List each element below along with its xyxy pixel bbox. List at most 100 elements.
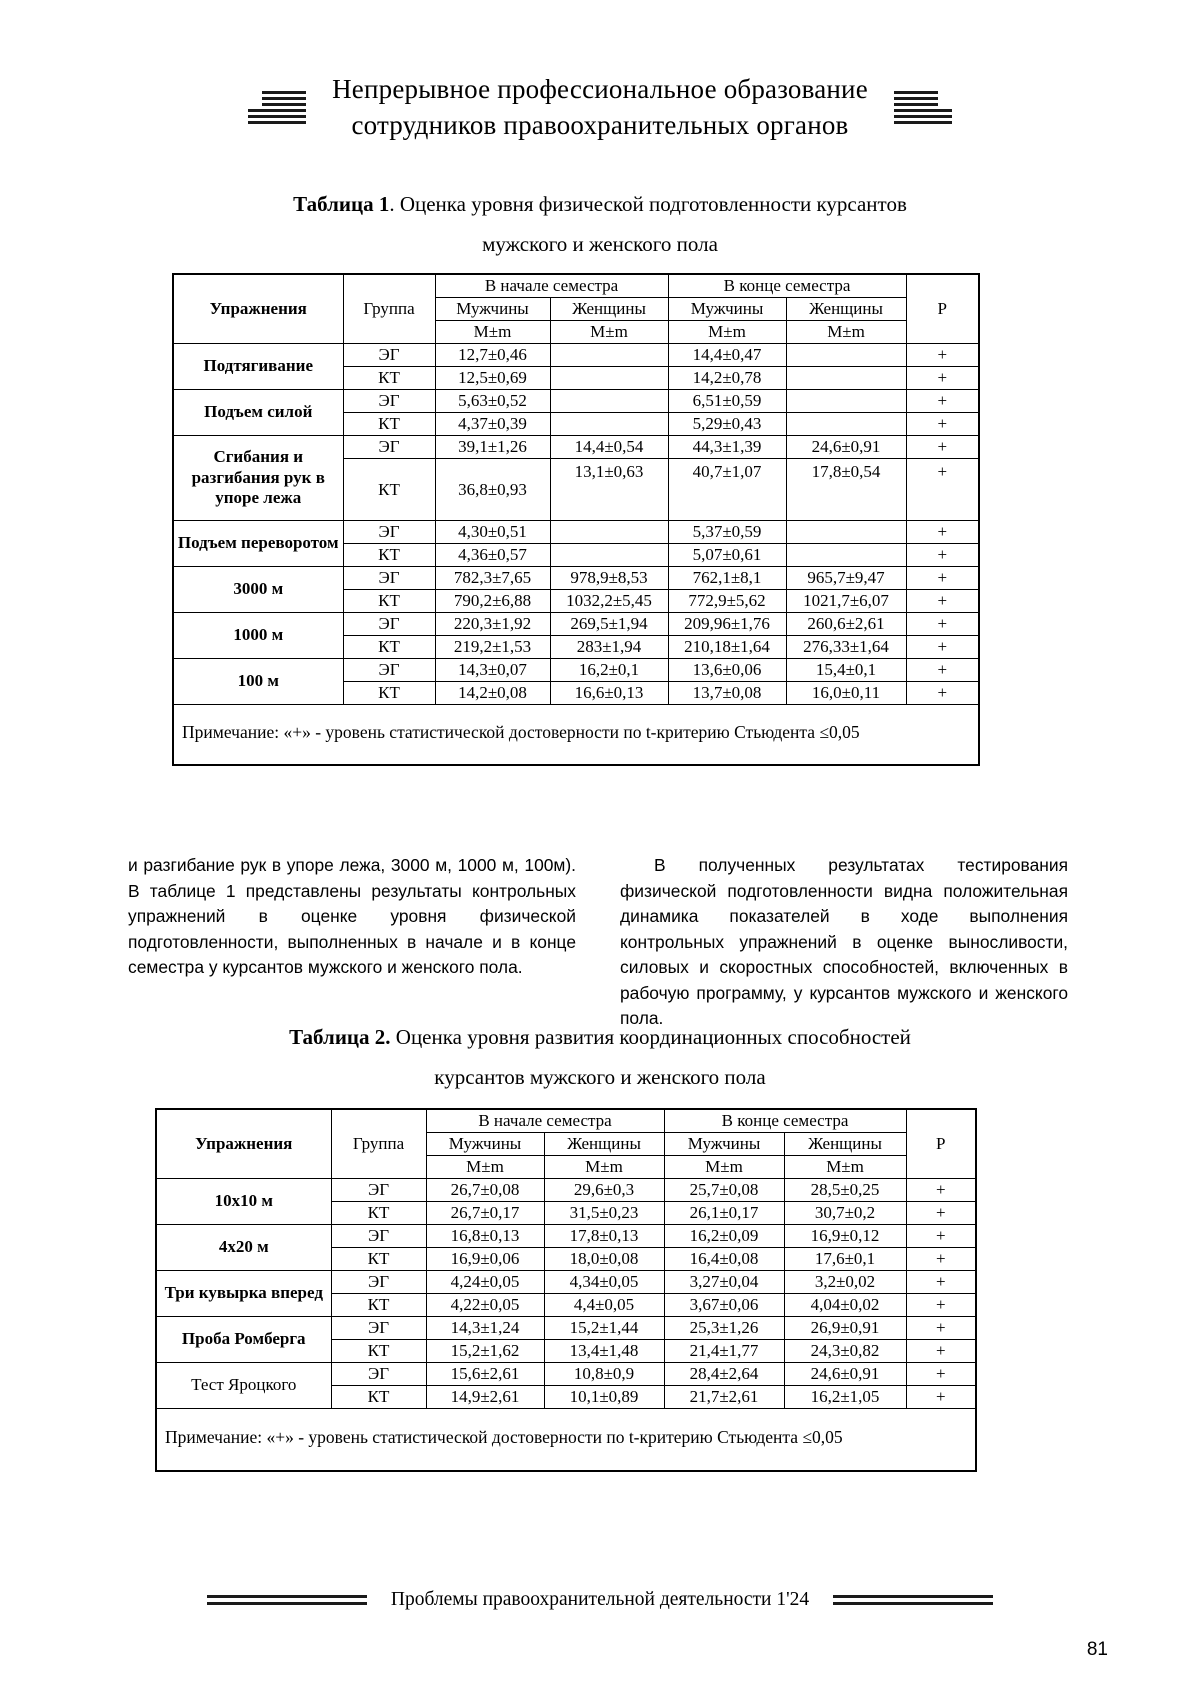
table1-start-women-1 — [549, 366, 669, 390]
body-column-left: и разгибание рук в упоре лежа, 3000 м, 1… — [128, 853, 576, 1032]
body-columns: и разгибание рук в упоре лежа, 3000 м, 1… — [128, 853, 1072, 1032]
table2-p-8: + — [905, 1362, 977, 1386]
table2-start-men-1: 26,7±0,17 — [425, 1201, 545, 1225]
table1-end-women-4: 24,6±0,91 — [785, 435, 907, 459]
table2-end-women-5: 4,04±0,02 — [783, 1293, 907, 1317]
table1-start-men-3: 4,37±0,39 — [434, 412, 551, 436]
table1-end-men-9: 772,9±5,62 — [667, 589, 787, 613]
table1-p-2: + — [905, 389, 980, 413]
table2-start-men-8: 15,6±2,61 — [425, 1362, 545, 1386]
table1-end-men-8: 762,1±8,1 — [667, 566, 787, 590]
table2-start-women-8: 10,8±0,9 — [543, 1362, 665, 1386]
table1-p-10: + — [905, 612, 980, 636]
table2-end-men-8: 28,4±2,64 — [663, 1362, 785, 1386]
table1-start-women-10: 269,5±1,94 — [549, 612, 669, 636]
table2-th-end-men: Мужчины — [663, 1132, 785, 1156]
table-note-row: Примечание: «+» - уровень статистической… — [155, 1408, 977, 1472]
table2-end-men-7: 21,4±1,77 — [663, 1339, 785, 1363]
table1-end-women-3 — [785, 412, 907, 436]
table2-th-group: Группа — [330, 1108, 427, 1179]
table-row: КТ 14,9±2,61 10,1±0,89 21,7±2,61 16,2±1,… — [156, 1385, 977, 1409]
table2-th-p: P — [905, 1108, 977, 1179]
table1-caption: Таблица 1. Оценка уровня физической подг… — [0, 185, 1200, 225]
table2-start-women-1: 31,5±0,23 — [543, 1201, 665, 1225]
table1-header-row-1: Упражнения Группа В начале семестра В ко… — [172, 273, 980, 344]
table1-end-men-4: 44,3±1,39 — [667, 435, 787, 459]
table2-group-5: КТ — [330, 1293, 427, 1317]
table2-p-5: + — [905, 1293, 977, 1317]
table2-group-6: ЭГ — [330, 1316, 427, 1340]
table2-start-men-9: 14,9±2,61 — [425, 1385, 545, 1409]
page-number: 81 — [1086, 1639, 1108, 1660]
table2-exercise-0: 10х10 м — [155, 1178, 332, 1225]
table2-start-women-4: 4,34±0,05 — [543, 1270, 665, 1294]
table2-start-men-7: 15,2±1,62 — [425, 1339, 545, 1363]
table1-start-men-1: 12,5±0,69 — [434, 366, 551, 390]
table1-end-women-13: 16,0±0,11 — [785, 681, 907, 705]
table-row: Тест Яроцкого ЭГ 15,6±2,61 10,8±0,9 28,4… — [155, 1362, 977, 1409]
table1-group-1: КТ — [342, 366, 436, 390]
table1-group-3: КТ — [342, 412, 436, 436]
table1-p-3: + — [905, 412, 980, 436]
body-column-right: В полученных результатах тестирования фи… — [620, 853, 1068, 1032]
body-paragraph-left: и разгибание рук в упоре лежа, 3000 м, 1… — [128, 855, 576, 978]
table2-end-women-0: 28,5±0,25 — [783, 1178, 907, 1202]
header-title-line2: сотрудников правоохранительных органов — [351, 109, 849, 140]
table-row: Сгибания и разгибания рук в упоре лежа Э… — [172, 435, 980, 521]
table2-exercise-4: Три кувырка вперед — [155, 1270, 332, 1317]
table2-caption-text: Оценка уровня развития координационных с… — [390, 1025, 911, 1049]
table1-end-men-7: 5,07±0,61 — [667, 543, 787, 567]
table2-caption: Таблица 2. Оценка уровня развития коорди… — [0, 1018, 1200, 1058]
table1-end-women-7 — [785, 543, 907, 567]
table2-end-men-3: 16,4±0,08 — [663, 1247, 785, 1271]
table2-group-4: ЭГ — [330, 1270, 427, 1294]
table1-start-women-3 — [549, 412, 669, 436]
table2-end-men-0: 25,7±0,08 — [663, 1178, 785, 1202]
table1-p-4: + — [905, 435, 980, 459]
page-footer: Проблемы правоохранительной деятельности… — [0, 1589, 1200, 1611]
table1-group-0: ЭГ — [342, 343, 436, 367]
table1-group-2: ЭГ — [342, 389, 436, 413]
header-title: Непрерывное профессиональное образование… — [332, 72, 868, 143]
table2-start-women-7: 13,4±1,48 — [543, 1339, 665, 1363]
footer-rule-right — [833, 1595, 994, 1605]
table1-group-12: ЭГ — [342, 658, 436, 682]
table-row: КТ 219,2±1,53 283±1,94 210,18±1,64 276,3… — [173, 635, 980, 659]
table1-end-women-1 — [785, 366, 907, 390]
table2-th-mpm-2: M±m — [543, 1155, 665, 1179]
table1-start-women-0 — [549, 343, 669, 367]
table1-exercise-10: 1000 м — [172, 612, 344, 659]
table1-exercise-0: Подтягивание — [172, 343, 344, 390]
table1-end-women-9: 1021,7±6,07 — [785, 589, 907, 613]
table1-th-mpm-2: M±m — [549, 320, 669, 344]
table2-th-mpm-4: M±m — [783, 1155, 907, 1179]
table2-p-4: + — [905, 1270, 977, 1294]
table2-end-women-2: 16,9±0,12 — [783, 1224, 907, 1248]
table1-note: Примечание: «+» - уровень статистической… — [172, 704, 980, 766]
table1-end-men-0: 14,4±0,47 — [667, 343, 787, 367]
table2-note: Примечание: «+» - уровень статистической… — [155, 1408, 977, 1472]
table1-caption-label: Таблица 1 — [293, 192, 390, 216]
table2-start-men-4: 4,24±0,05 — [425, 1270, 545, 1294]
table1-th-exercises: Упражнения — [172, 273, 344, 344]
table1-start-men-13: 14,2±0,08 — [434, 681, 551, 705]
table2-start-men-3: 16,9±0,06 — [425, 1247, 545, 1271]
table2-exercise-2: 4х20 м — [155, 1224, 332, 1271]
table2-end-women-7: 24,3±0,82 — [783, 1339, 907, 1363]
table1-start-men-12: 14,3±0,07 — [434, 658, 551, 682]
table1-header-row-3: M±m M±m M±m M±m — [173, 320, 979, 344]
table2-group-7: КТ — [330, 1339, 427, 1363]
table1-start-women-12: 16,2±0,1 — [549, 658, 669, 682]
table1-end-men-5: 40,7±1,07 — [667, 458, 787, 521]
table1-group-4: ЭГ — [342, 435, 436, 459]
table1-end-men-11: 210,18±1,64 — [667, 635, 787, 659]
table1-start-men-7: 4,36±0,57 — [434, 543, 551, 567]
table2-end-women-6: 26,9±0,91 — [783, 1316, 907, 1340]
table1-th-mpm-4: M±m — [785, 320, 907, 344]
table-note-row: Примечание: «+» - уровень статистической… — [172, 704, 980, 766]
table2-p-7: + — [905, 1339, 977, 1363]
table2-p-2: + — [905, 1224, 977, 1248]
table2-p-6: + — [905, 1316, 977, 1340]
table1-end-men-10: 209,96±1,76 — [667, 612, 787, 636]
